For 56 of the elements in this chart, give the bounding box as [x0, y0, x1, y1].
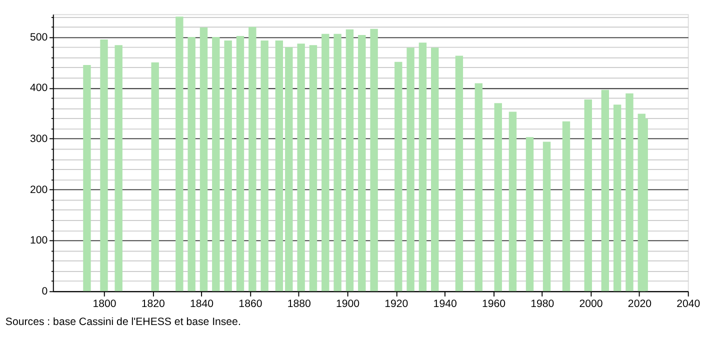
bar — [526, 137, 534, 292]
bar — [542, 142, 551, 292]
x-tick-label: 1940 — [433, 298, 457, 310]
source-note: Sources : base Cassini de l'EHESS et base Insee. — [5, 316, 241, 328]
bar — [224, 40, 232, 292]
bar — [275, 40, 284, 292]
x-tick-label: 1960 — [482, 298, 506, 310]
y-tick-label: 400 — [30, 82, 48, 94]
x-tick-label: 2040 — [676, 298, 700, 310]
bar — [494, 103, 502, 292]
bar — [626, 93, 634, 292]
bar — [418, 42, 427, 292]
bar — [236, 36, 244, 292]
bar — [200, 27, 208, 292]
bar — [212, 36, 220, 292]
x-tick-label: 2000 — [579, 298, 603, 310]
bar — [474, 83, 482, 292]
bar — [346, 29, 354, 292]
bar — [562, 121, 570, 292]
bar — [188, 36, 196, 292]
bar — [431, 48, 439, 292]
bar — [370, 28, 378, 292]
bar — [114, 45, 122, 292]
bar — [601, 90, 610, 292]
bar — [394, 62, 402, 292]
bar — [151, 62, 159, 292]
bar — [248, 26, 256, 292]
bar — [508, 112, 517, 292]
bar — [260, 40, 268, 292]
bar — [176, 16, 184, 292]
bar — [455, 56, 464, 292]
x-tick-label: 1980 — [530, 298, 554, 310]
y-tick-label: 100 — [30, 234, 48, 247]
x-tick-label: 1820 — [141, 298, 166, 310]
x-tick-label: 1880 — [287, 298, 311, 310]
bar — [285, 47, 293, 292]
x-tick-label: 1800 — [92, 298, 116, 310]
x-tick-label: 1840 — [190, 298, 214, 310]
bar — [584, 100, 592, 292]
x-tick-label: 1860 — [238, 298, 262, 310]
y-tick-label: 500 — [30, 31, 48, 44]
bar — [358, 34, 366, 292]
bar — [334, 34, 342, 292]
x-tick-label: 1900 — [336, 298, 360, 310]
x-tick-label: 2020 — [628, 298, 652, 310]
bar — [613, 104, 622, 292]
bar — [322, 34, 330, 292]
x-tick-label: 1920 — [384, 298, 408, 310]
bar — [309, 45, 318, 292]
bar — [406, 48, 414, 292]
bar — [297, 44, 305, 292]
y-tick-label: 0 — [42, 286, 48, 298]
y-tick-label: 200 — [30, 184, 48, 196]
bar — [100, 40, 108, 292]
y-tick-label: 300 — [30, 133, 48, 146]
bar — [83, 64, 91, 292]
